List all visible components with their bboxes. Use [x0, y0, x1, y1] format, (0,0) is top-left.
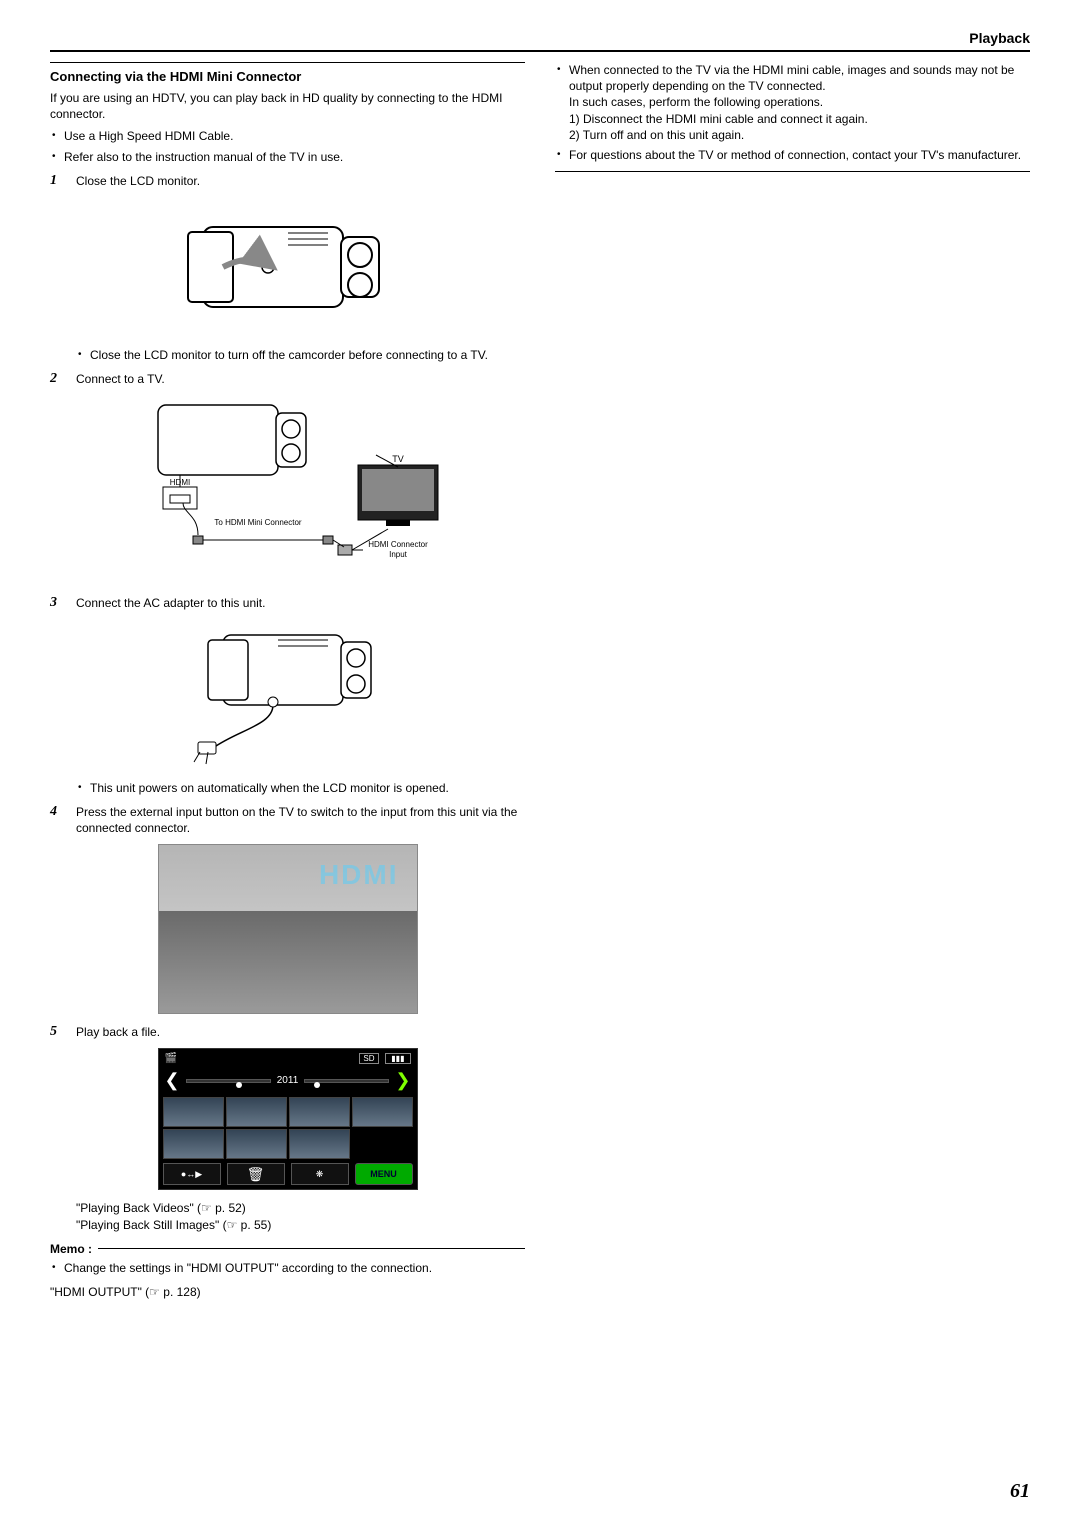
- list-item: This unit powers on automatically when t…: [76, 780, 525, 796]
- figure-step1: [50, 197, 525, 337]
- thumbnail[interactable]: [289, 1097, 350, 1127]
- right-bullet-list: When connected to the TV via the HDMI mi…: [555, 62, 1030, 163]
- step-row: 4 Press the external input button on the…: [50, 804, 525, 836]
- list-item: For questions about the TV or method of …: [555, 147, 1030, 163]
- battery-icon: ▮▮▮: [385, 1053, 410, 1064]
- tv-label: TV: [392, 454, 404, 464]
- thumbnail[interactable]: [289, 1129, 350, 1159]
- thumbnail[interactable]: [226, 1129, 287, 1159]
- step-row: 5 Play back a file.: [50, 1024, 525, 1040]
- list-item: Refer also to the instruction manual of …: [50, 149, 525, 165]
- step3-sub: This unit powers on automatically when t…: [50, 780, 525, 796]
- cross-reference: "Playing Back Videos" (☞ p. 52): [76, 1200, 525, 1217]
- step-row: 3 Connect the AC adapter to this unit.: [50, 595, 525, 611]
- bullet-text: When connected to the TV via the HDMI mi…: [569, 63, 1014, 93]
- memo-rule: [98, 1248, 525, 1249]
- camcorder-illustration: [173, 197, 403, 337]
- section-title: Playback: [969, 30, 1030, 46]
- memo-label: Memo :: [50, 1242, 92, 1256]
- tv-input-screen: HDMI: [158, 844, 418, 1014]
- page-number: 61: [1010, 1480, 1030, 1503]
- scrub-bar-right[interactable]: [304, 1079, 389, 1083]
- step-number: 4: [50, 804, 66, 836]
- hdmi-conn-label-2: Input: [389, 550, 408, 559]
- settings-button[interactable]: ❋: [291, 1163, 349, 1185]
- scrub-bar-left[interactable]: [186, 1079, 271, 1083]
- intro-paragraph: If you are using an HDTV, you can play b…: [50, 90, 525, 122]
- figure-step2: HDMI To HDMI Mini Connector TV HDMI Conn…: [50, 395, 525, 585]
- step-text: Press the external input button on the T…: [76, 804, 525, 836]
- step5-refs: "Playing Back Videos" (☞ p. 52) "Playing…: [50, 1200, 525, 1234]
- memo-bullets: Change the settings in "HDMI OUTPUT" acc…: [50, 1260, 525, 1276]
- content-columns: Connecting via the HDMI Mini Connector I…: [50, 62, 1030, 1301]
- menu-button[interactable]: MENU: [355, 1163, 413, 1185]
- prev-page-arrow[interactable]: ❮: [165, 1070, 180, 1091]
- figure-step3: [50, 620, 525, 770]
- left-column: Connecting via the HDMI Mini Connector I…: [50, 62, 525, 1301]
- hdmi-input-text: HDMI: [159, 845, 417, 891]
- playback-thumbnail-screen: 🎬 SD ▮▮▮ ❮ 2011 ❯: [158, 1048, 418, 1190]
- right-column-rule: [555, 171, 1030, 176]
- hdmi-conn-label-1: HDMI Connector: [368, 540, 428, 549]
- intro-bullet-list: Use a High Speed HDMI Cable. Refer also …: [50, 128, 525, 164]
- list-item: Use a High Speed HDMI Cable.: [50, 128, 525, 144]
- step-row: 2 Connect to a TV.: [50, 371, 525, 387]
- thumbnail-empty: [352, 1129, 413, 1159]
- thumbnail-grid: [159, 1097, 417, 1159]
- step-text: Play back a file.: [76, 1024, 525, 1040]
- next-page-arrow[interactable]: ❯: [395, 1070, 410, 1091]
- trash-button[interactable]: 🗑: [227, 1163, 285, 1185]
- list-item: Change the settings in "HDMI OUTPUT" acc…: [50, 1260, 525, 1276]
- ac-adapter-illustration: [178, 620, 398, 770]
- step-text: Connect to a TV.: [76, 371, 525, 387]
- list-item: Close the LCD monitor to turn off the ca…: [76, 347, 525, 363]
- step-number: 5: [50, 1024, 66, 1040]
- sub-line: 1) Disconnect the HDMI mini cable and co…: [569, 111, 1030, 127]
- figure-step4: HDMI: [50, 844, 525, 1014]
- video-icon: 🎬: [165, 1053, 177, 1064]
- step-number: 3: [50, 595, 66, 611]
- step-text: Close the LCD monitor.: [76, 173, 525, 189]
- sd-badge: SD: [359, 1053, 378, 1064]
- sub-line: In such cases, perform the following ope…: [569, 94, 1030, 110]
- step-text: Connect the AC adapter to this unit.: [76, 595, 525, 611]
- thumbnail[interactable]: [226, 1097, 287, 1127]
- right-column: When connected to the TV via the HDMI mi…: [555, 62, 1030, 1301]
- step-number: 1: [50, 173, 66, 189]
- thumbnail[interactable]: [352, 1097, 413, 1127]
- cross-reference: "Playing Back Still Images" (☞ p. 55): [76, 1217, 525, 1234]
- subsection-title: Connecting via the HDMI Mini Connector: [50, 62, 525, 84]
- list-item: When connected to the TV via the HDMI mi…: [555, 62, 1030, 143]
- to-hdmi-label: To HDMI Mini Connector: [214, 518, 301, 527]
- step1-sub: Close the LCD monitor to turn off the ca…: [50, 347, 525, 363]
- step-row: 1 Close the LCD monitor.: [50, 173, 525, 189]
- tv-connect-illustration: HDMI To HDMI Mini Connector TV HDMI Conn…: [128, 395, 448, 585]
- thumbnail[interactable]: [163, 1129, 224, 1159]
- memo-header: Memo :: [50, 1242, 525, 1256]
- tv-lower-gradient: [159, 911, 417, 1013]
- mode-button[interactable]: ●↔▶: [163, 1163, 221, 1185]
- cross-reference: "HDMI OUTPUT" (☞ p. 128): [50, 1284, 525, 1301]
- section-header: Playback: [50, 30, 1030, 52]
- figure-step5: 🎬 SD ▮▮▮ ❮ 2011 ❯: [50, 1048, 525, 1190]
- step-number: 2: [50, 371, 66, 387]
- thumbnail[interactable]: [163, 1097, 224, 1127]
- year-label: 2011: [277, 1075, 299, 1086]
- sub-line: 2) Turn off and on this unit again.: [569, 127, 1030, 143]
